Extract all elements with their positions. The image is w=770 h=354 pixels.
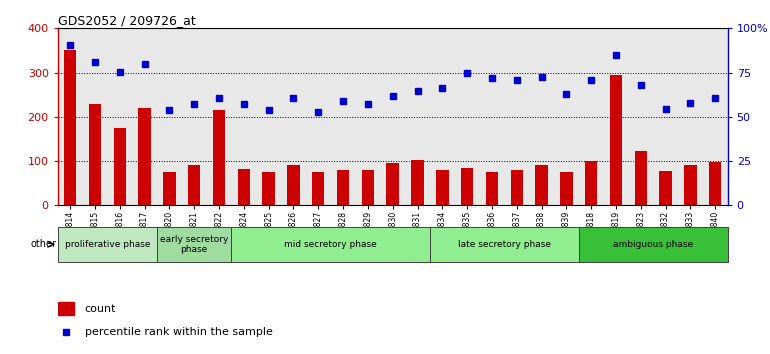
- Bar: [64, 51, 76, 205]
- Bar: [436, 170, 448, 205]
- Bar: [579, 227, 728, 262]
- Text: percentile rank within the sample: percentile rank within the sample: [85, 327, 273, 337]
- Bar: [89, 104, 101, 205]
- Bar: [685, 166, 697, 205]
- Bar: [157, 227, 232, 262]
- Bar: [560, 172, 573, 205]
- Text: ambiguous phase: ambiguous phase: [613, 240, 693, 249]
- Bar: [188, 166, 200, 205]
- Bar: [610, 75, 622, 205]
- Bar: [58, 302, 75, 315]
- Bar: [585, 161, 598, 205]
- Bar: [634, 152, 647, 205]
- Text: count: count: [85, 303, 116, 314]
- Text: late secretory phase: late secretory phase: [458, 240, 551, 249]
- Bar: [411, 160, 424, 205]
- Bar: [139, 108, 151, 205]
- Bar: [163, 172, 176, 205]
- Bar: [362, 170, 374, 205]
- Bar: [511, 170, 523, 205]
- Text: GDS2052 / 209726_at: GDS2052 / 209726_at: [58, 14, 196, 27]
- Bar: [709, 162, 721, 205]
- Bar: [238, 169, 250, 205]
- Bar: [232, 227, 430, 262]
- Bar: [114, 128, 126, 205]
- Bar: [263, 172, 275, 205]
- Bar: [430, 227, 579, 262]
- Bar: [461, 168, 474, 205]
- Bar: [387, 163, 399, 205]
- Bar: [287, 166, 300, 205]
- Text: other: other: [31, 239, 56, 249]
- Bar: [659, 171, 671, 205]
- Bar: [213, 110, 226, 205]
- Bar: [535, 166, 547, 205]
- Bar: [58, 227, 157, 262]
- Text: mid secretory phase: mid secretory phase: [284, 240, 377, 249]
- Bar: [486, 172, 498, 205]
- Text: early secretory
phase: early secretory phase: [160, 235, 229, 254]
- Text: proliferative phase: proliferative phase: [65, 240, 150, 249]
- Bar: [337, 170, 350, 205]
- Bar: [312, 172, 324, 205]
